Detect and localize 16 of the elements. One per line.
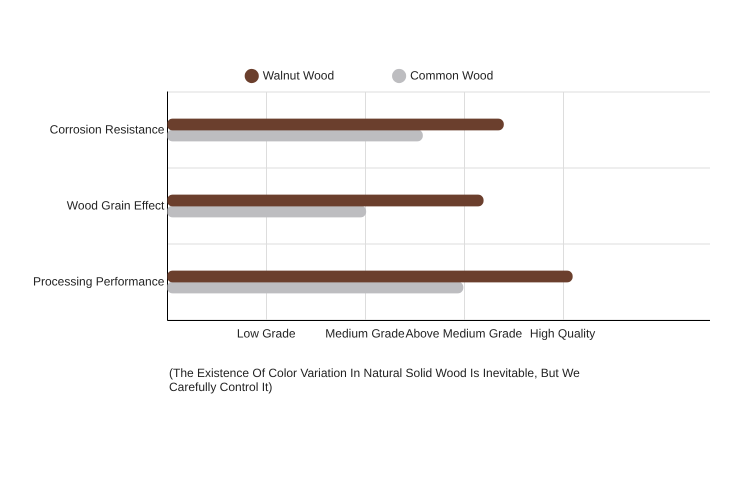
y-tick-label: Wood Grain Effect <box>66 198 166 212</box>
bar <box>167 118 504 130</box>
text: Medium Grade <box>325 326 405 340</box>
bar <box>167 282 464 294</box>
y-tick-label: Corrosion Resistance <box>50 122 165 136</box>
bar <box>167 194 484 206</box>
y-tick-label: Processing Performance <box>33 274 165 288</box>
bar <box>167 206 366 218</box>
text: High Quality <box>530 326 596 340</box>
bar <box>167 130 423 142</box>
bar <box>167 270 573 282</box>
text: (The Existence Of Color Variation In Natural Solid Wood Is Inevitable, But We Carefully Control It) <box>169 366 581 394</box>
legend-label: Common Wood <box>410 68 494 82</box>
text: Low Grade <box>236 326 296 340</box>
text: Above Medium Grade <box>405 326 522 340</box>
legend-label: Walnut Wood <box>262 68 334 82</box>
